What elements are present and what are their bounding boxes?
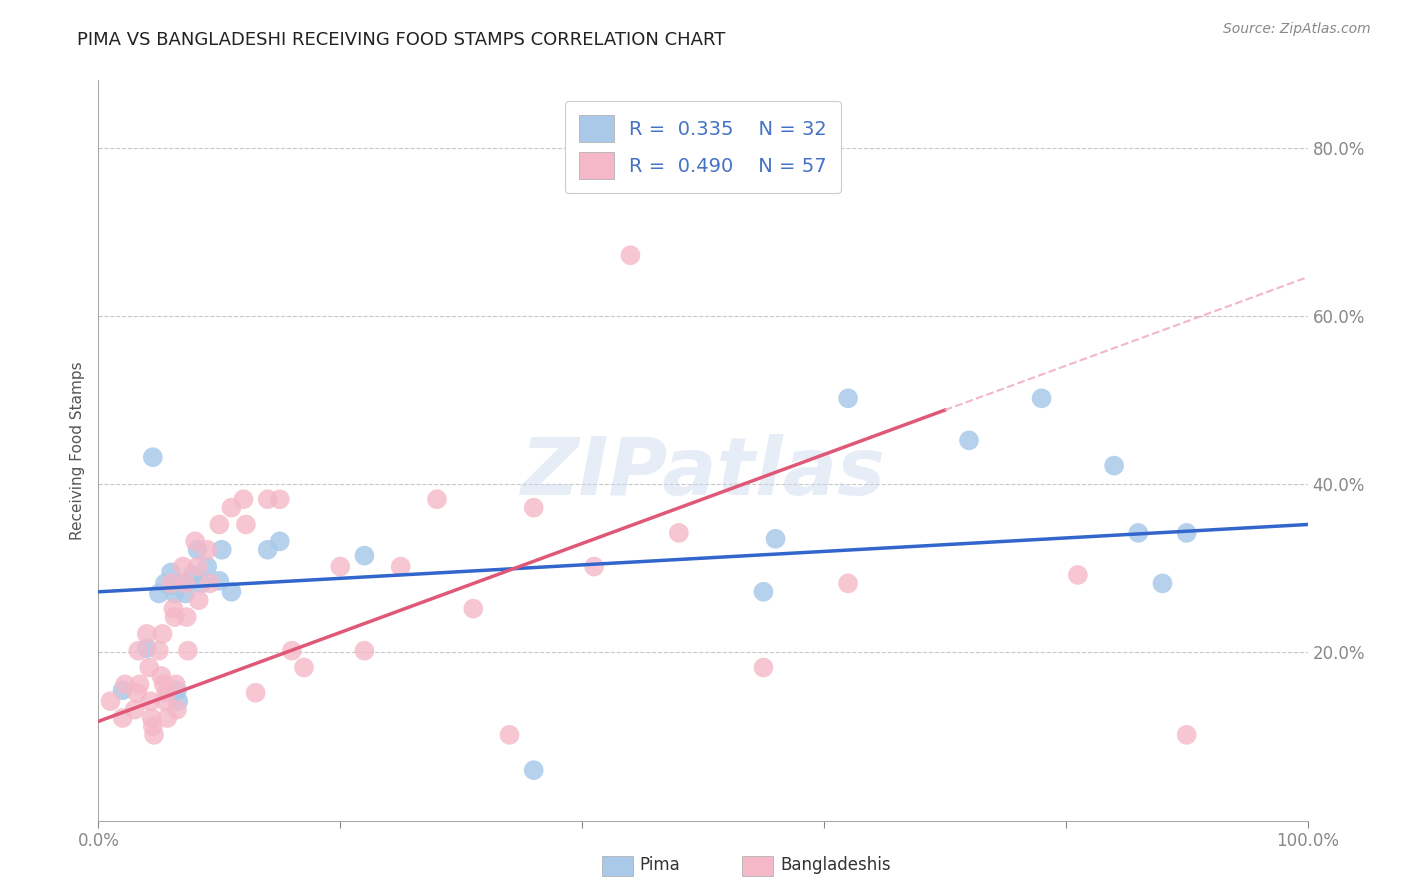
Point bbox=[426, 492, 449, 507]
Point bbox=[211, 542, 233, 557]
Point bbox=[752, 584, 775, 599]
Point bbox=[142, 450, 165, 465]
Point bbox=[523, 500, 546, 515]
Point bbox=[152, 677, 174, 691]
Point bbox=[163, 610, 186, 624]
Point bbox=[256, 542, 278, 557]
Point bbox=[135, 641, 157, 656]
Point bbox=[245, 686, 267, 700]
Point bbox=[353, 549, 375, 563]
Point bbox=[221, 500, 243, 515]
Point bbox=[111, 683, 134, 698]
Point bbox=[583, 559, 606, 574]
Point bbox=[269, 534, 291, 549]
Point bbox=[256, 492, 278, 507]
Text: Pima: Pima bbox=[640, 856, 681, 874]
Point bbox=[148, 586, 170, 600]
Point bbox=[165, 677, 187, 691]
Point bbox=[1102, 458, 1125, 473]
Point bbox=[155, 686, 177, 700]
Point bbox=[1128, 525, 1150, 540]
Point bbox=[195, 542, 218, 557]
Point bbox=[329, 559, 352, 574]
Point bbox=[166, 683, 188, 698]
Y-axis label: Receiving Food Stamps: Receiving Food Stamps bbox=[69, 361, 84, 540]
Text: PIMA VS BANGLADESHI RECEIVING FOOD STAMPS CORRELATION CHART: PIMA VS BANGLADESHI RECEIVING FOOD STAMP… bbox=[77, 31, 725, 49]
Point bbox=[208, 574, 231, 588]
Point bbox=[139, 694, 162, 708]
Point bbox=[172, 576, 194, 591]
Point bbox=[111, 711, 134, 725]
Point bbox=[389, 559, 412, 574]
Point bbox=[235, 517, 257, 532]
Point bbox=[187, 559, 209, 574]
Point bbox=[152, 627, 174, 641]
Point bbox=[177, 643, 200, 657]
Point bbox=[668, 525, 690, 540]
Point bbox=[1152, 576, 1174, 591]
Point bbox=[463, 601, 485, 615]
Point bbox=[208, 517, 231, 532]
Point bbox=[184, 534, 207, 549]
Point bbox=[124, 703, 146, 717]
Point bbox=[127, 686, 149, 700]
Point bbox=[281, 643, 304, 657]
Text: ZIPatlas: ZIPatlas bbox=[520, 434, 886, 512]
Point bbox=[190, 576, 212, 591]
Legend: R =  0.335    N = 32, R =  0.490    N = 57: R = 0.335 N = 32, R = 0.490 N = 57 bbox=[565, 101, 841, 193]
Point bbox=[765, 532, 787, 546]
Point bbox=[181, 568, 204, 582]
Point bbox=[150, 669, 173, 683]
Point bbox=[166, 703, 188, 717]
Point bbox=[153, 576, 176, 591]
Point bbox=[353, 643, 375, 657]
Point bbox=[195, 559, 218, 574]
Point bbox=[141, 711, 163, 725]
Point bbox=[160, 566, 183, 580]
Point bbox=[128, 677, 150, 691]
Point bbox=[114, 677, 136, 691]
Point bbox=[187, 542, 209, 557]
Text: Source: ZipAtlas.com: Source: ZipAtlas.com bbox=[1223, 22, 1371, 37]
Point bbox=[292, 660, 315, 674]
Point bbox=[162, 601, 184, 615]
Point bbox=[160, 576, 183, 591]
Point bbox=[837, 392, 859, 406]
Point bbox=[957, 434, 980, 448]
Point bbox=[221, 584, 243, 599]
Point bbox=[1067, 568, 1090, 582]
Point bbox=[269, 492, 291, 507]
Point bbox=[619, 248, 641, 262]
Point bbox=[174, 586, 197, 600]
Point bbox=[143, 728, 166, 742]
Point bbox=[167, 694, 190, 708]
Point bbox=[138, 660, 160, 674]
Point bbox=[162, 578, 184, 592]
Point bbox=[176, 610, 198, 624]
Point bbox=[153, 694, 176, 708]
Point bbox=[752, 660, 775, 674]
Point bbox=[232, 492, 254, 507]
Point bbox=[187, 593, 209, 607]
Point bbox=[174, 576, 197, 591]
Point bbox=[135, 627, 157, 641]
Point bbox=[100, 694, 122, 708]
Point bbox=[156, 711, 179, 725]
Point bbox=[163, 586, 186, 600]
Text: Bangladeshis: Bangladeshis bbox=[780, 856, 891, 874]
Point bbox=[523, 763, 546, 777]
Point bbox=[1031, 392, 1053, 406]
Point bbox=[837, 576, 859, 591]
Point bbox=[1175, 525, 1198, 540]
Point bbox=[148, 643, 170, 657]
Point bbox=[172, 559, 194, 574]
Point bbox=[1175, 728, 1198, 742]
Point bbox=[127, 643, 149, 657]
Point bbox=[142, 719, 165, 733]
Point bbox=[498, 728, 520, 742]
Point bbox=[198, 576, 221, 591]
